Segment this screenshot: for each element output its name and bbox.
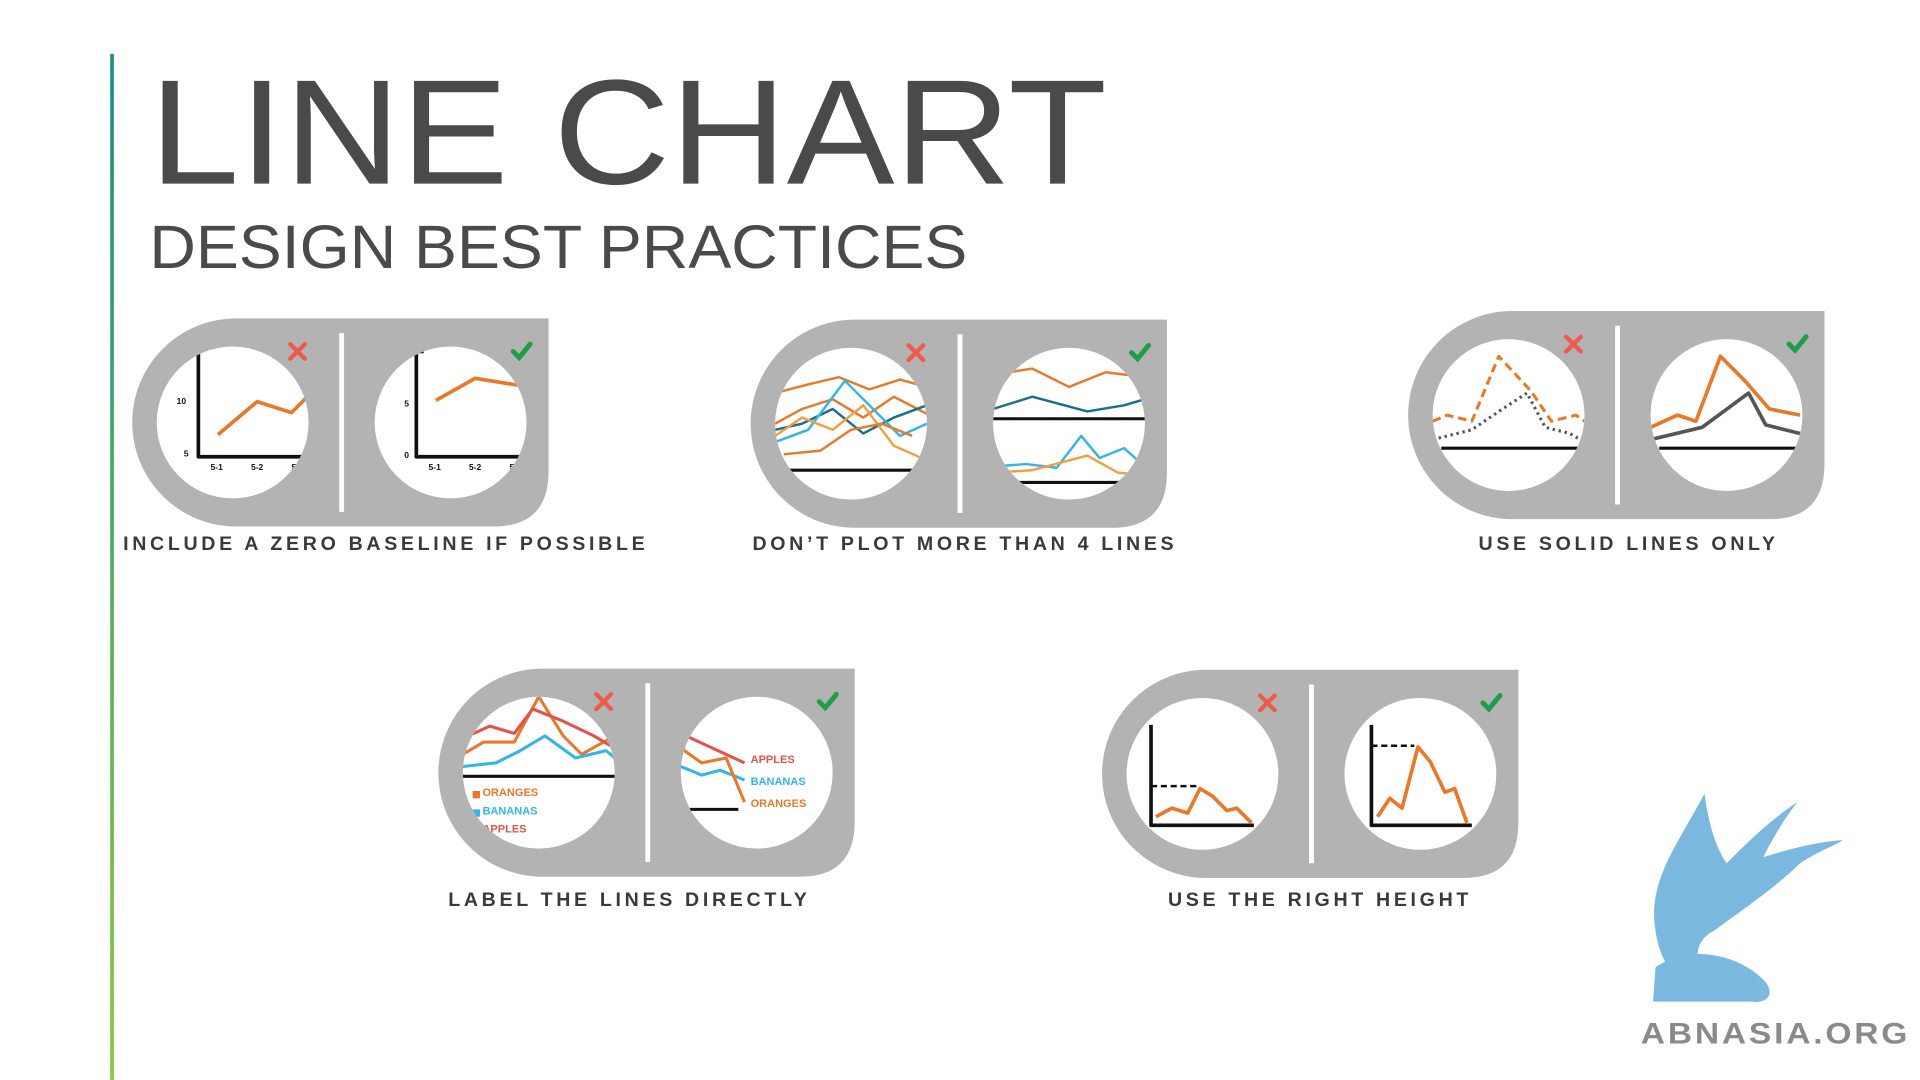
icon [1369, 724, 1472, 828]
icon-circle [1650, 339, 1803, 492]
legend-swatch [472, 791, 480, 799]
panel-caption: LABEL THE LINES DIRECTLY [448, 889, 810, 911]
icon-line [775, 404, 927, 435]
subtitle: DESIGN BEST PRACTICES [149, 213, 967, 281]
title: LINE CHART [149, 49, 1107, 216]
icon-circle [680, 696, 833, 849]
panel: ORANGES BANANAS APPLES APPLES BANANAS ORANGES [438, 668, 855, 877]
icon-line [1149, 724, 1254, 828]
icon-line [462, 707, 615, 750]
panel-caption: USE SOLID LINES ONLY [1479, 533, 1779, 555]
icon-line [1376, 745, 1469, 824]
icon-label: 5-2 [251, 462, 264, 472]
icon-line [196, 348, 307, 459]
icon [1149, 724, 1254, 828]
icon-label: 0 [404, 450, 409, 460]
icon-line [775, 395, 927, 425]
icon-circle [462, 696, 615, 849]
icon-line [783, 422, 913, 456]
icon-circle [1432, 339, 1585, 492]
icon-line [1155, 786, 1253, 825]
icon: APPLES BANANAS ORANGES [680, 732, 807, 811]
icon-line [775, 375, 927, 395]
panel-caption: INCLUDE A ZERO BASELINE IF POSSIBLE [123, 533, 648, 555]
check-icon [1128, 342, 1152, 363]
icon-line [414, 351, 525, 459]
icon-label: APPLES [482, 824, 526, 836]
icon-line [216, 394, 309, 437]
icon-label: 5-1 [428, 462, 441, 472]
icon-line [462, 696, 615, 756]
check-icon [816, 691, 839, 712]
icon-line [993, 367, 1145, 389]
icon-label: BANANAS [482, 805, 537, 817]
cross-icon [288, 341, 308, 361]
icon-line [680, 732, 746, 765]
icon-circle [374, 346, 527, 499]
panel-caption: DON’T PLOT MORE THAN 4 LINES [752, 533, 1177, 555]
icon [1432, 354, 1585, 450]
check-icon [510, 341, 533, 362]
accent-bar [110, 53, 114, 1080]
icon-line [1369, 724, 1472, 828]
icon-line [1650, 391, 1801, 442]
icon-label: 5 [184, 449, 189, 459]
check-icon [1786, 334, 1809, 354]
logo-text: ABNASIA.ORG [1641, 1017, 1910, 1050]
cross-icon [594, 692, 614, 712]
logo-body [1653, 953, 1770, 1002]
icon-line [1432, 354, 1585, 423]
panel [750, 319, 1167, 528]
panel-caption: USE THE RIGHT HEIGHT [1168, 889, 1472, 911]
icon-line [462, 734, 615, 769]
logo-griffin [1654, 793, 1843, 995]
legend-swatch [472, 809, 480, 817]
icon [775, 375, 927, 472]
cross-icon [906, 343, 926, 363]
logo: ABNASIA.ORG [1641, 793, 1910, 1050]
icon-line [680, 746, 746, 803]
check-icon [1480, 693, 1503, 713]
icon [1650, 354, 1803, 450]
icon-line [775, 404, 927, 462]
icon-label: ORANGES [751, 798, 807, 810]
icon-label: BANANAS [751, 776, 806, 788]
panel [1102, 669, 1519, 878]
cross-icon [1257, 693, 1277, 713]
icon: ORANGES BANANAS APPLES [462, 696, 615, 836]
icon-circle [993, 347, 1145, 500]
icon-label: 5-1 [211, 462, 224, 472]
icon-label: 10 [177, 396, 187, 406]
icon-label: ORANGES [482, 787, 538, 799]
panel [1408, 311, 1825, 520]
icon-line [993, 395, 1145, 413]
icon-label: APPLES [751, 754, 795, 766]
icon-label: 5 [404, 399, 409, 409]
icon-line [1650, 354, 1801, 430]
icon-line [993, 434, 1145, 469]
icon-line [435, 376, 522, 403]
icon-label: 5-2 [469, 462, 482, 472]
cross-icon [1563, 334, 1583, 354]
